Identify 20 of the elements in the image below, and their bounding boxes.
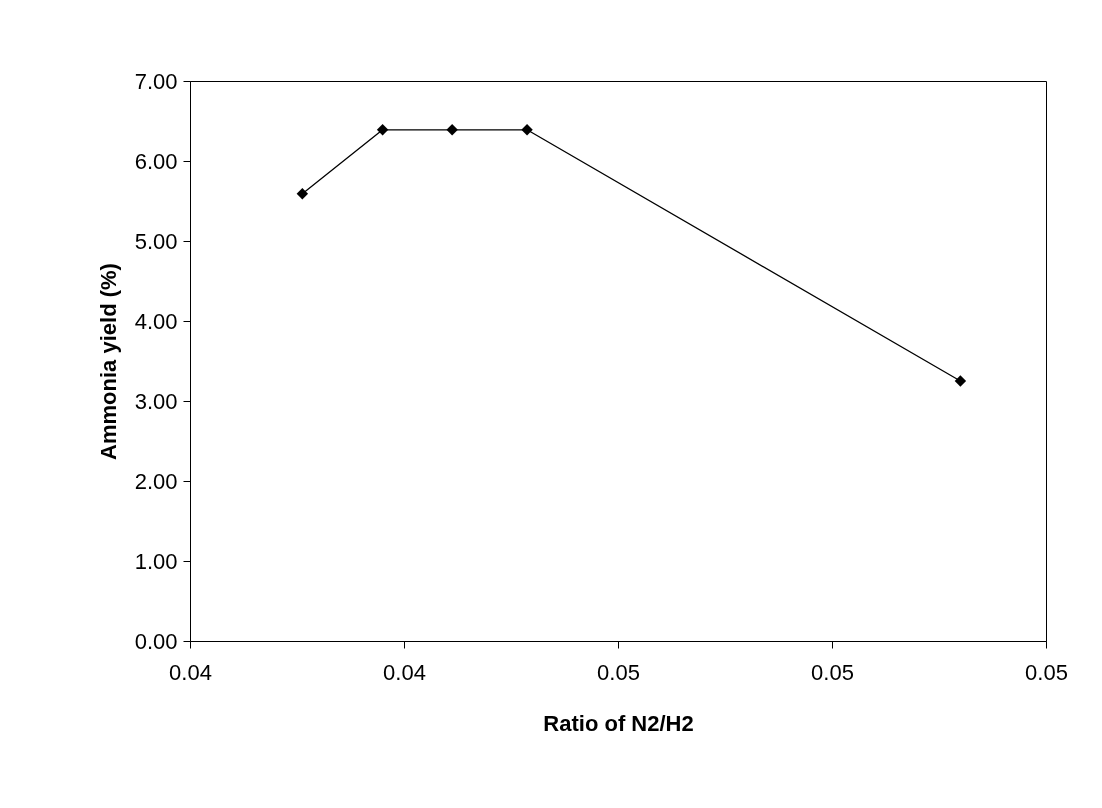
- y-tick-label: 1.00: [134, 548, 178, 574]
- x-tick-label: 0.05: [1025, 659, 1068, 685]
- y-tick-label: 0.00: [134, 628, 178, 654]
- y-tick-label: 3.00: [134, 388, 178, 414]
- point: [521, 124, 533, 136]
- x-tick-label: 0.05: [811, 659, 854, 685]
- point: [376, 124, 389, 136]
- y-axis-title: Ammonia yield (%): [95, 263, 121, 460]
- y-tick-label: 2.00: [134, 468, 178, 494]
- x-tick-label: 0.04: [169, 659, 212, 685]
- x-axis-title: Ratio of N2/H2: [543, 710, 694, 736]
- y-tick-label: 4.00: [134, 308, 178, 334]
- point: [446, 124, 458, 136]
- point: [296, 188, 309, 200]
- x-tick-label: 0.05: [597, 659, 640, 685]
- y-tick-label: 5.00: [134, 228, 178, 254]
- x-tick-label: 0.04: [383, 659, 426, 685]
- y-tick-label: 7.00: [134, 68, 178, 94]
- point: [954, 375, 967, 387]
- y-tick-label: 6.00: [134, 148, 178, 174]
